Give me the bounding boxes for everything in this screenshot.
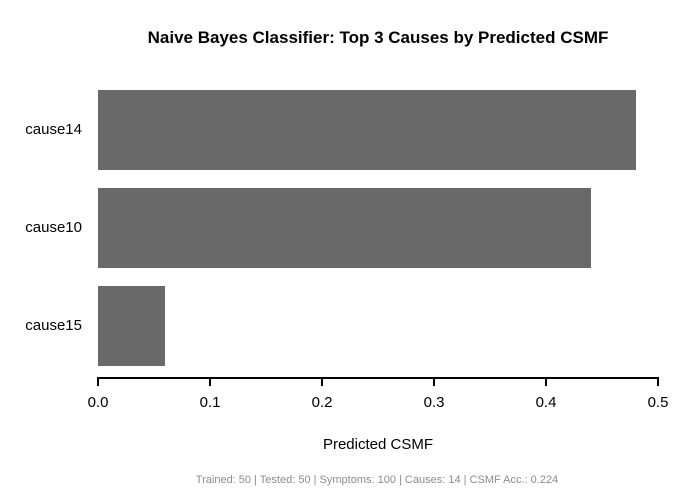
chart-footer: Trained: 50 | Tested: 50 | Symptoms: 100… xyxy=(195,474,559,486)
x-axis-label: Predicted CSMF xyxy=(322,436,434,453)
x-axis-line xyxy=(97,377,659,379)
x-tick xyxy=(545,377,547,386)
x-tick-label: 0.0 xyxy=(87,394,109,411)
category-label: cause14 xyxy=(25,121,82,138)
bar-cause15 xyxy=(98,286,166,366)
bar-cause14 xyxy=(98,90,636,170)
x-tick-label: 0.4 xyxy=(535,394,557,411)
x-tick-label: 0.3 xyxy=(423,394,445,411)
x-tick-label: 0.2 xyxy=(311,394,333,411)
x-tick-label: 0.1 xyxy=(199,394,221,411)
category-label: cause15 xyxy=(25,317,82,334)
x-tick xyxy=(209,377,211,386)
category-label: cause10 xyxy=(25,219,82,236)
bar-cause10 xyxy=(98,188,591,268)
x-tick-label: 0.5 xyxy=(647,394,669,411)
x-tick xyxy=(321,377,323,386)
chart-title: Naive Bayes Classifier: Top 3 Causes by … xyxy=(147,28,609,47)
x-tick xyxy=(433,377,435,386)
x-tick xyxy=(657,377,659,386)
x-tick xyxy=(97,377,99,386)
